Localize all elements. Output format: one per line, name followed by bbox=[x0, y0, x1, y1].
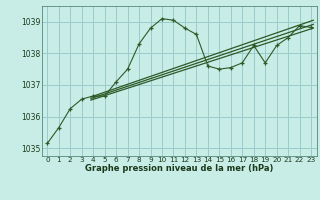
X-axis label: Graphe pression niveau de la mer (hPa): Graphe pression niveau de la mer (hPa) bbox=[85, 164, 273, 173]
